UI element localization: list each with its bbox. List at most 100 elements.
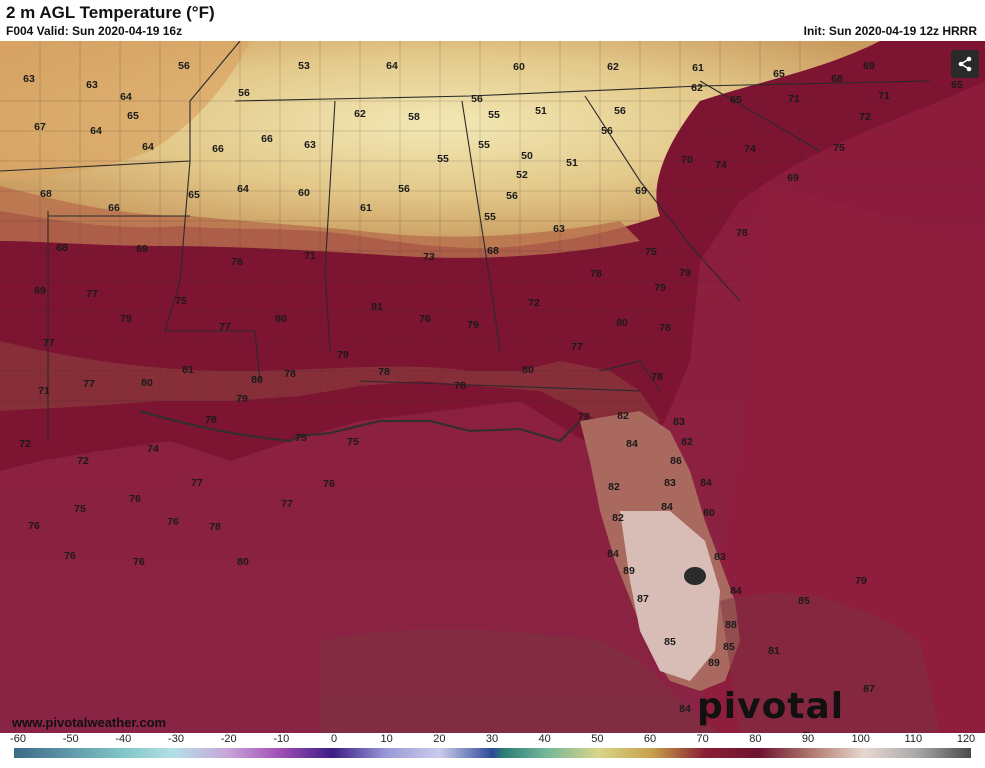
temp-label: 56 <box>398 183 410 195</box>
transition-band <box>0 186 640 258</box>
temp-label: 51 <box>566 157 578 169</box>
temp-label: 69 <box>863 60 875 72</box>
temp-label: 69 <box>136 243 148 255</box>
map-title: 2 m AGL Temperature (°F) <box>6 3 215 22</box>
temp-label: 76 <box>167 516 179 528</box>
temp-label: 80 <box>616 317 628 329</box>
temp-label: 83 <box>714 551 726 563</box>
temp-label: 55 <box>437 153 449 165</box>
temp-label: 78 <box>651 371 663 383</box>
temp-label: 62 <box>354 108 366 120</box>
temp-label: 63 <box>23 73 35 85</box>
temp-label: 82 <box>617 410 629 422</box>
temp-label: 84 <box>679 703 691 715</box>
temp-label: 78 <box>205 414 217 426</box>
temp-label: 85 <box>798 595 810 607</box>
temp-label: 79 <box>120 313 132 325</box>
temp-label: 56 <box>178 60 190 72</box>
temp-label: 85 <box>723 641 735 653</box>
site-url[interactable]: www.pivotalweather.com <box>12 715 167 730</box>
temp-label: 84 <box>700 477 712 489</box>
temp-label: 78 <box>454 380 466 392</box>
temp-label: 52 <box>516 169 528 181</box>
temp-label: 65 <box>730 94 742 106</box>
temp-label: 76 <box>419 313 431 325</box>
colorbar-tick: 10 <box>380 733 393 745</box>
temp-label: 68 <box>40 188 52 200</box>
temp-label: 77 <box>43 337 55 349</box>
temp-label: 83 <box>673 416 685 428</box>
temp-label: 77 <box>571 341 583 353</box>
temp-label: 75 <box>175 295 187 307</box>
colorbar-gradient <box>14 748 971 758</box>
temp-label: 82 <box>681 436 693 448</box>
lake-okeechobee <box>684 567 706 585</box>
temp-label: 64 <box>90 125 102 137</box>
header: 2 m AGL Temperature (°F) F004 Valid: Sun… <box>0 0 985 41</box>
temp-label: 72 <box>859 111 871 123</box>
colorbar-tick: 50 <box>591 733 604 745</box>
temp-label: 62 <box>691 82 703 94</box>
gulf-coastline <box>139 410 581 443</box>
temp-label: 69 <box>787 172 799 184</box>
temp-label: 84 <box>730 585 742 597</box>
temp-label: 65 <box>951 79 963 91</box>
temp-label: 71 <box>304 250 316 262</box>
temp-label: 56 <box>601 125 613 137</box>
county-lines <box>0 41 980 402</box>
valid-time: F004 Valid: Sun 2020-04-19 16z <box>6 24 183 38</box>
temp-label: 66 <box>212 143 224 155</box>
temp-label: 79 <box>679 267 691 279</box>
temp-label: 67 <box>34 121 46 133</box>
temp-label: 71 <box>788 93 800 105</box>
temp-label: 55 <box>484 211 496 223</box>
temp-label: 86 <box>670 455 682 467</box>
colorbar-tick: 110 <box>904 733 923 745</box>
colorbar-tick: -60 <box>10 733 26 745</box>
colorbar: -60 -50 -40 -30 -20 -10 0 10 20 30 40 50 60 70 80 90 100… <box>0 733 985 761</box>
temp-label: 78 <box>378 366 390 378</box>
temp-label: 88 <box>725 619 737 631</box>
temp-label: 76 <box>28 520 40 532</box>
colorbar-tick: 70 <box>696 733 709 745</box>
temp-label: 73 <box>423 251 435 263</box>
gulf-shelf <box>320 629 720 733</box>
temp-label: 51 <box>535 105 547 117</box>
temp-label: 76 <box>323 478 335 490</box>
colorbar-tick: 120 <box>956 733 976 745</box>
temp-label: 76 <box>129 493 141 505</box>
temp-label: 65 <box>773 68 785 80</box>
temp-label: 70 <box>681 154 693 166</box>
colorbar-tick: 80 <box>749 733 762 745</box>
temp-label: 79 <box>337 349 349 361</box>
temp-label: 75 <box>295 432 307 444</box>
temp-label: 76 <box>64 550 76 562</box>
temp-label: 64 <box>142 141 154 153</box>
temp-label: 75 <box>74 503 86 515</box>
temp-label: 87 <box>863 683 875 695</box>
temp-label: 79 <box>467 319 479 331</box>
share-button[interactable] <box>951 50 979 78</box>
colorbar-tick: 100 <box>851 733 870 745</box>
colorbar-tick: 90 <box>801 733 815 745</box>
temp-label: 80 <box>522 364 534 376</box>
colorbar-tick: 20 <box>433 733 446 745</box>
temp-label: 68 <box>487 245 499 257</box>
temp-label: 65 <box>188 189 200 201</box>
bahamas-shelf <box>720 593 940 733</box>
colorbar-tick: -50 <box>62 733 79 745</box>
temp-label: 78 <box>578 411 590 423</box>
temp-label: 72 <box>528 297 540 309</box>
temp-label: 61 <box>692 62 704 74</box>
temp-label: 56 <box>471 93 483 105</box>
init-time: Init: Sun 2020-04-19 12z HRRR <box>803 24 977 38</box>
temp-label: 80 <box>703 507 715 519</box>
temp-label: 71 <box>38 385 50 397</box>
temperature-labels: 63 63 64 65 67 64 64 56 53 64 60 62 61 65 68 69 65 62 65 71… <box>19 60 963 715</box>
temp-label: 72 <box>77 455 89 467</box>
temp-label: 63 <box>553 223 565 235</box>
temperature-map[interactable]: 63 63 64 65 67 64 64 56 53 64 60 62 61 65 68 69 65 62 65 71… <box>0 41 985 733</box>
colorbar-tick: 30 <box>485 733 499 745</box>
temp-label: 81 <box>182 364 194 376</box>
temp-label: 62 <box>607 61 619 73</box>
